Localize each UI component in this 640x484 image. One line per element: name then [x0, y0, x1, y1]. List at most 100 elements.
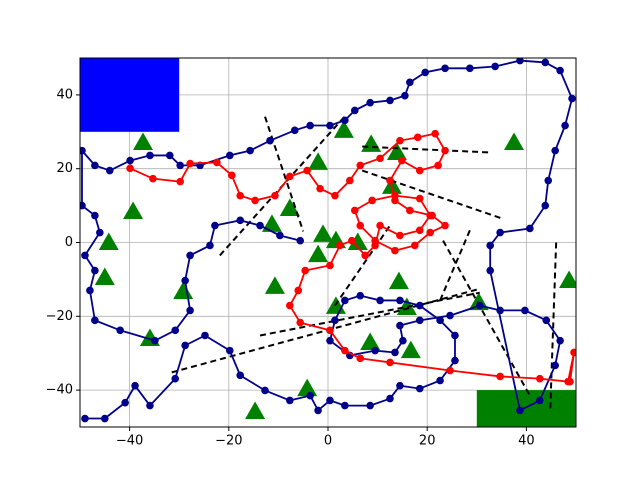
- trajectory-point: [306, 391, 314, 400]
- trajectory-point: [236, 191, 245, 200]
- trajectory-point: [415, 316, 424, 325]
- trajectory-point: [341, 116, 349, 125]
- trajectory-point: [290, 126, 299, 135]
- trajectory-point: [415, 384, 424, 393]
- trajectory-point: [181, 341, 189, 350]
- trajectory-point: [213, 158, 221, 167]
- trajectory-point: [521, 306, 529, 315]
- trajectory-point: [146, 151, 154, 160]
- trajectory-point: [441, 146, 449, 155]
- trajectory-point: [276, 231, 284, 240]
- region: [80, 58, 180, 132]
- trajectory-point: [251, 196, 259, 205]
- trajectory-point: [441, 64, 449, 73]
- trajectory-point: [411, 241, 419, 250]
- trajectory-point: [294, 286, 303, 295]
- trajectory-point: [91, 161, 99, 170]
- obstacle: [132, 132, 153, 151]
- trajectory-point: [286, 396, 294, 405]
- dashed-segment: [442, 240, 531, 397]
- trajectory-point: [396, 231, 404, 240]
- y-tick-label: 40: [56, 87, 73, 102]
- trajectory-point: [326, 261, 334, 270]
- trajectory-point: [296, 318, 305, 327]
- obstacle: [279, 198, 300, 217]
- trajectory-point: [350, 106, 359, 115]
- obstacle: [333, 120, 354, 138]
- trajectory-point: [331, 191, 339, 200]
- trajectory-point: [570, 348, 576, 357]
- trajectory-point: [396, 321, 404, 330]
- trajectory-point: [486, 241, 494, 250]
- trajectory-point: [225, 151, 234, 160]
- trajectory-point: [446, 311, 454, 320]
- trajectory-point: [368, 196, 376, 205]
- trajectory-point: [451, 331, 459, 340]
- trajectory-point: [356, 221, 365, 230]
- dashed-segment: [439, 229, 471, 301]
- trajectory-point: [206, 241, 214, 250]
- trajectory-point: [535, 396, 544, 405]
- obstacle: [361, 134, 382, 152]
- obstacle: [388, 271, 409, 290]
- trajectory-point: [266, 136, 274, 145]
- trajectory-point: [376, 296, 384, 305]
- trajectory-point: [486, 266, 494, 275]
- trajectory-point: [566, 377, 574, 386]
- trajectory-point: [556, 336, 564, 345]
- trajectory-point: [286, 301, 294, 310]
- trajectory-point: [556, 66, 564, 75]
- trajectory-point: [341, 296, 349, 305]
- trajectory-point: [116, 326, 124, 335]
- trajectory-point: [426, 211, 434, 220]
- trajectory-point: [551, 361, 559, 370]
- dashed-segment: [171, 288, 479, 374]
- trajectory-point: [356, 161, 365, 170]
- obstacle: [98, 232, 119, 250]
- trajectory-point: [211, 221, 219, 230]
- trajectory-point: [126, 156, 134, 165]
- trajectory-point: [391, 348, 399, 357]
- trajectory-point: [415, 301, 424, 310]
- trajectory-point: [535, 374, 544, 383]
- obstacle: [313, 224, 334, 242]
- dashed-segment: [264, 116, 305, 232]
- obstacle: [360, 332, 381, 350]
- y-tick-label: 20: [56, 161, 73, 176]
- trajectory-point: [80, 146, 86, 155]
- trajectory-point: [426, 228, 434, 237]
- trajectory-point: [406, 78, 414, 87]
- trajectory-point: [366, 98, 374, 107]
- trajectory-point: [396, 136, 404, 145]
- trajectory-line: [129, 132, 575, 383]
- trajectory-point: [101, 414, 109, 423]
- plot-area: [80, 58, 576, 427]
- trajectory-point: [149, 174, 157, 183]
- trajectory-point: [186, 306, 194, 315]
- axes: −40 −20 0 20 40 −40 −20 0 20 40: [46, 87, 535, 448]
- trajectory-point: [91, 266, 99, 275]
- trajectory-point: [181, 276, 189, 285]
- trajectory-point: [348, 236, 356, 245]
- trajectory-point: [80, 201, 86, 210]
- trajectory-point: [301, 266, 309, 275]
- trajectory-point: [326, 326, 334, 335]
- trajectory-point: [201, 331, 209, 340]
- trajectory-point: [431, 129, 439, 138]
- trajectory-point: [436, 376, 444, 385]
- trajectory-point: [434, 161, 442, 170]
- trajectory-point: [415, 226, 424, 235]
- trajectory-point: [496, 372, 504, 381]
- trajectory-point: [441, 221, 449, 230]
- obstacle: [245, 401, 266, 420]
- trajectory-point: [475, 301, 484, 310]
- trajectory-point: [105, 166, 114, 175]
- trajectory-point: [186, 159, 194, 168]
- trajectory-point: [376, 154, 384, 163]
- trajectory-point: [246, 146, 254, 155]
- trajectory-point: [146, 401, 154, 410]
- trajectory-point: [371, 241, 379, 250]
- trajectory-point: [326, 336, 334, 345]
- trajectory-point: [171, 326, 180, 335]
- trajectory-point: [396, 296, 404, 305]
